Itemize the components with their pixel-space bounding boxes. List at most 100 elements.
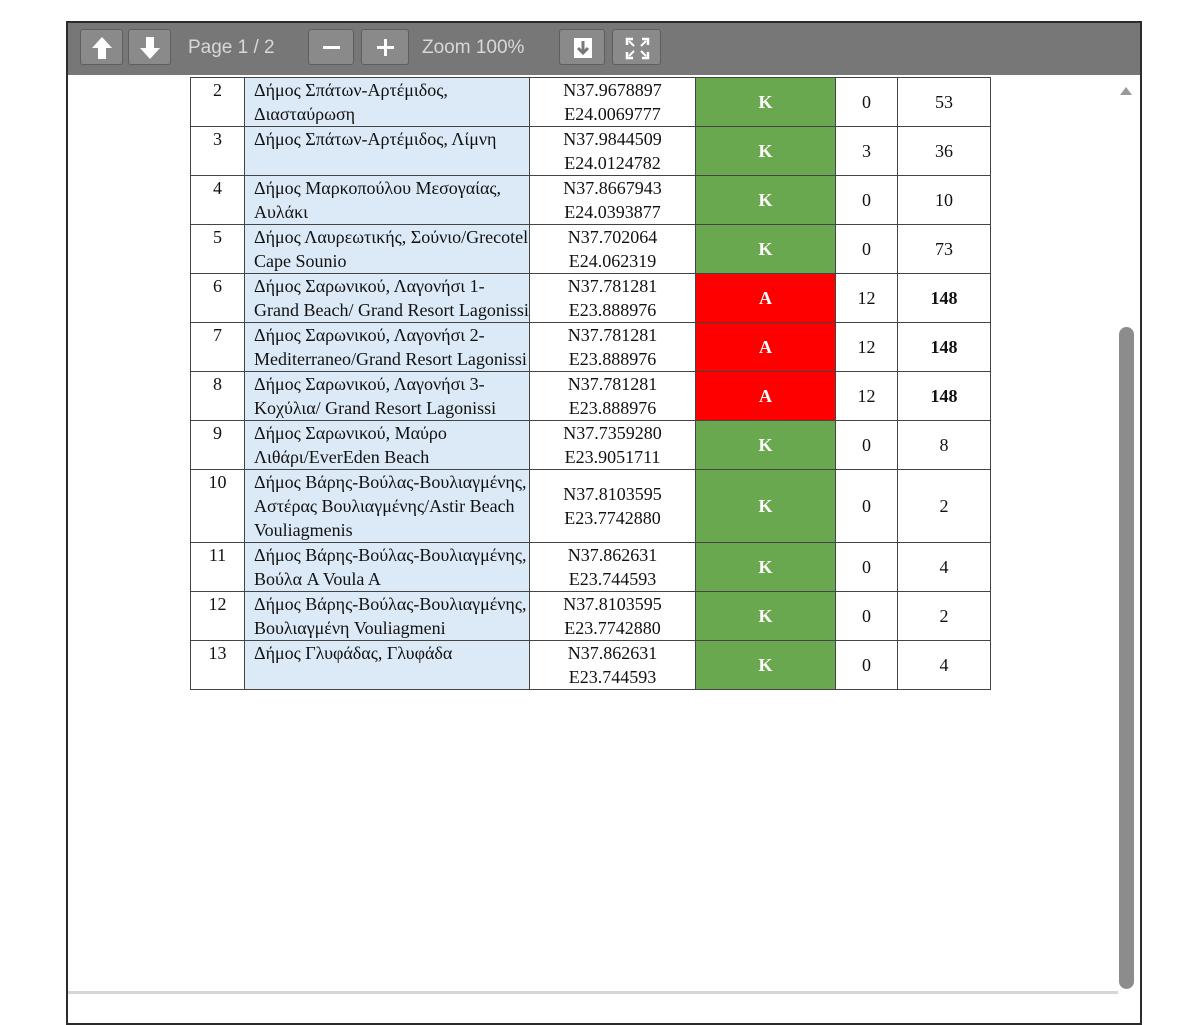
count-cell: 0 — [835, 175, 898, 225]
status-cell: Α — [695, 371, 836, 421]
value-cell: 2 — [897, 469, 991, 543]
document-view: 2 Δήμος Σπάτων-Αρτέμιδος, Διασταύρωση N37.… — [68, 75, 1140, 993]
coordinates: N37.781281 E23.888976 — [529, 322, 696, 372]
location-name: Δήμος Μαρκοπούλου Μεσογαίας, Αυλάκι — [244, 175, 530, 225]
previous-page-button[interactable] — [80, 29, 123, 65]
value-cell: 4 — [897, 542, 991, 592]
value-cell: 10 — [897, 175, 991, 225]
coordinate: N37.781281 — [567, 325, 658, 345]
row-number: 3 — [190, 126, 245, 176]
page-separator — [68, 991, 1118, 994]
table-row: 7 Δήμος Σαρωνικού, Λαγονήσι 2-Mediterrane… — [190, 322, 991, 372]
coordinate: N37.781281 — [567, 374, 658, 394]
fullscreen-icon — [625, 37, 650, 60]
value-cell: 53 — [897, 77, 991, 127]
count-cell: 12 — [835, 371, 898, 421]
value-cell: 73 — [897, 224, 991, 274]
row-number: 8 — [190, 371, 245, 421]
coordinates: N37.862631 E23.744593 — [529, 542, 696, 592]
coordinates: N37.8667943 E24.0393877 — [529, 175, 696, 225]
status-cell: Κ — [695, 591, 836, 641]
coordinate: E23.744593 — [568, 569, 657, 589]
coordinates: N37.8103595 E23.7742880 — [529, 591, 696, 641]
row-number: 6 — [190, 273, 245, 323]
coordinate: E24.062319 — [568, 251, 657, 271]
location-name: Δήμος Βάρης-Βούλας-Βουλιαγμένης, Βουλιαγ… — [244, 591, 530, 641]
row-number: 7 — [190, 322, 245, 372]
row-number: 9 — [190, 420, 245, 470]
coordinate: E23.744593 — [568, 667, 657, 687]
value-cell: 36 — [897, 126, 991, 176]
next-page-button[interactable] — [128, 29, 171, 65]
coordinate: E23.7742880 — [564, 618, 661, 638]
table-row: 5 Δήμος Λαυρεωτικής, Σούνιο/Grecotel Cape… — [190, 224, 991, 274]
down-arrow-icon — [140, 37, 160, 59]
value-cell: 148 — [897, 273, 991, 323]
location-name: Δήμος Σαρωνικού, Λαγονήσι 3-Κοχύλια/ Gra… — [244, 371, 530, 421]
download-button[interactable] — [559, 29, 605, 65]
up-arrow-icon — [92, 37, 112, 59]
row-number: 13 — [190, 640, 245, 690]
coordinate: E24.0069777 — [564, 104, 661, 124]
status-cell: Κ — [695, 77, 836, 127]
table-row: 8 Δήμος Σαρωνικού, Λαγονήσι 3-Κοχύλια/ Gr… — [190, 371, 991, 421]
table-row: 2 Δήμος Σπάτων-Αρτέμιδος, Διασταύρωση N37.… — [190, 77, 991, 127]
row-number: 4 — [190, 175, 245, 225]
scrollbar-thumb[interactable] — [1119, 327, 1134, 989]
coordinate: E23.9051711 — [564, 447, 661, 467]
status-cell: Κ — [695, 469, 836, 543]
coordinate: N37.9678897 — [563, 80, 662, 100]
value-cell: 8 — [897, 420, 991, 470]
plus-icon — [377, 39, 394, 56]
coordinates: N37.9844509 E24.0124782 — [529, 126, 696, 176]
coordinate: N37.7359280 — [563, 423, 662, 443]
table-row: 6 Δήμος Σαρωνικού, Λαγονήσι 1-Grand Beach… — [190, 273, 991, 323]
location-name: Δήμος Γλυφάδας, Γλυφάδα — [244, 640, 530, 690]
count-cell: 3 — [835, 126, 898, 176]
coordinates: N37.781281 E23.888976 — [529, 273, 696, 323]
table-row: 13 Δήμος Γλυφάδας, Γλυφάδα N37.862631 E23.7… — [190, 640, 991, 690]
coordinates: N37.9678897 E24.0069777 — [529, 77, 696, 127]
count-cell: 0 — [835, 420, 898, 470]
coordinate: N37.862631 — [567, 643, 658, 663]
count-cell: 12 — [835, 322, 898, 372]
coordinate: E23.888976 — [568, 398, 657, 418]
scroll-up-arrow[interactable] — [1118, 83, 1134, 99]
coordinate: N37.8103595 — [563, 484, 662, 504]
status-cell: Κ — [695, 640, 836, 690]
count-cell: 0 — [835, 224, 898, 274]
count-cell: 0 — [835, 640, 898, 690]
table-row: 4 Δήμος Μαρκοπούλου Μεσογαίας, Αυλάκι N37.… — [190, 175, 991, 225]
table-row: 11 Δήμος Βάρης-Βούλας-Βουλιαγμένης, Βούλα… — [190, 542, 991, 592]
coordinates: N37.702064 E24.062319 — [529, 224, 696, 274]
coordinates: N37.8103595 E23.7742880 — [529, 469, 696, 543]
value-cell: 2 — [897, 591, 991, 641]
coordinates: N37.862631 E23.744593 — [529, 640, 696, 690]
coordinate: N37.781281 — [567, 276, 658, 296]
table-body: 2 Δήμος Σπάτων-Αρτέμιδος, Διασταύρωση N37.… — [190, 77, 991, 690]
value-cell: 148 — [897, 371, 991, 421]
count-cell: 0 — [835, 469, 898, 543]
coordinate: N37.8667943 — [563, 178, 662, 198]
status-cell: Κ — [695, 175, 836, 225]
coordinate: N37.9844509 — [563, 129, 662, 149]
location-name: Δήμος Βάρης-Βούλας-Βουλιαγμένης, Αστέρας… — [244, 469, 530, 543]
count-cell: 0 — [835, 591, 898, 641]
table-row: 12 Δήμος Βάρης-Βούλας-Βουλιαγμένης, Βουλι… — [190, 591, 991, 641]
table-row: 10 Δήμος Βάρης-Βούλας-Βουλιαγμένης, Αστέρ… — [190, 469, 991, 543]
value-cell: 148 — [897, 322, 991, 372]
status-cell: Κ — [695, 126, 836, 176]
value-cell: 4 — [897, 640, 991, 690]
count-cell: 12 — [835, 273, 898, 323]
pdf-viewer: Page 1 / 2 Zoom 100% 2 Δήμος Σπάτων-Αρτέμ… — [66, 21, 1142, 1025]
zoom-in-button[interactable] — [361, 29, 409, 65]
status-cell: Κ — [695, 420, 836, 470]
status-cell: Α — [695, 322, 836, 372]
coordinate: E23.888976 — [568, 349, 657, 369]
row-number: 10 — [190, 469, 245, 543]
location-name: Δήμος Σπάτων-Αρτέμιδος, Λίμνη — [244, 126, 530, 176]
download-icon — [574, 38, 592, 58]
minus-icon — [323, 46, 340, 49]
zoom-out-button[interactable] — [308, 29, 354, 65]
fullscreen-button[interactable] — [612, 29, 661, 65]
